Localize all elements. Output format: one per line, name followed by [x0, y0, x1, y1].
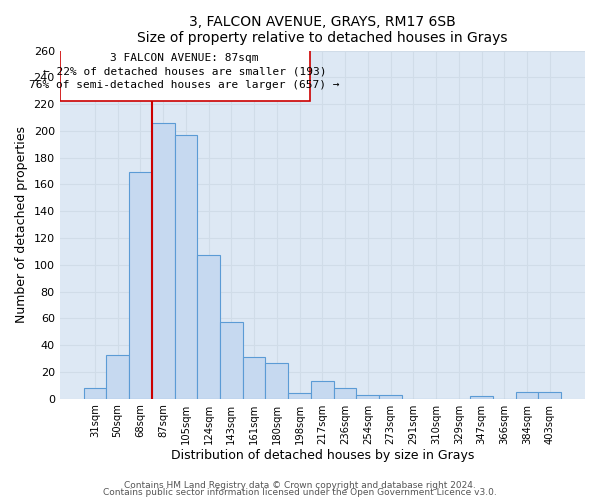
Bar: [220, 322, 243, 398]
Bar: [243, 357, 265, 399]
Bar: [356, 394, 379, 398]
Bar: [152, 123, 175, 398]
Bar: [379, 394, 402, 398]
Text: ← 22% of detached houses are smaller (193): ← 22% of detached houses are smaller (19…: [43, 66, 326, 76]
Bar: [515, 392, 538, 398]
Bar: [197, 256, 220, 398]
Text: Contains HM Land Registry data © Crown copyright and database right 2024.: Contains HM Land Registry data © Crown c…: [124, 480, 476, 490]
Bar: [288, 394, 311, 398]
Bar: [265, 362, 288, 398]
Y-axis label: Number of detached properties: Number of detached properties: [15, 126, 28, 323]
Bar: [83, 388, 106, 398]
FancyBboxPatch shape: [59, 49, 310, 102]
Bar: [106, 354, 129, 399]
Bar: [175, 135, 197, 398]
Bar: [334, 388, 356, 398]
Title: 3, FALCON AVENUE, GRAYS, RM17 6SB
Size of property relative to detached houses i: 3, FALCON AVENUE, GRAYS, RM17 6SB Size o…: [137, 15, 508, 45]
Bar: [470, 396, 493, 398]
Text: 76% of semi-detached houses are larger (657) →: 76% of semi-detached houses are larger (…: [29, 80, 340, 90]
Text: 3 FALCON AVENUE: 87sqm: 3 FALCON AVENUE: 87sqm: [110, 54, 259, 64]
Bar: [311, 382, 334, 398]
Bar: [129, 172, 152, 398]
X-axis label: Distribution of detached houses by size in Grays: Distribution of detached houses by size …: [170, 450, 474, 462]
Text: Contains public sector information licensed under the Open Government Licence v3: Contains public sector information licen…: [103, 488, 497, 497]
Bar: [538, 392, 561, 398]
